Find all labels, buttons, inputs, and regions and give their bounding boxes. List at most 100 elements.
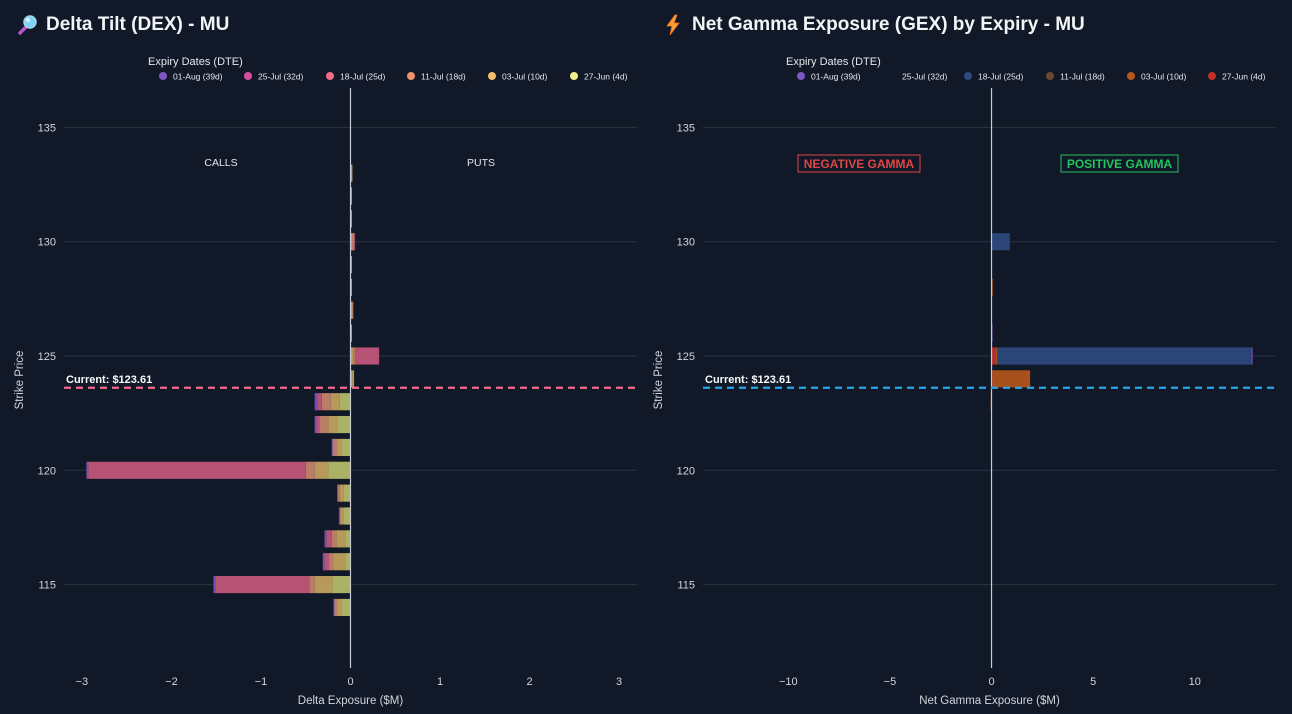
bar-segment — [316, 416, 320, 434]
y-tick-label: 120 — [677, 465, 695, 477]
gamma-exposure-panel: Net Gamma Exposure (GEX) by Expiry - MU … — [646, 0, 1292, 714]
y-tick-label: 120 — [38, 465, 56, 477]
legend-label: 18-Jul (25d) — [978, 72, 1024, 82]
legend-marker — [1046, 72, 1054, 80]
x-tick-label: −10 — [779, 676, 798, 688]
x-axis-label: Net Gamma Exposure ($M) — [919, 695, 1060, 707]
legend-marker — [488, 72, 496, 80]
y-tick-label: 115 — [677, 580, 695, 592]
legend-marker — [570, 72, 578, 80]
bar-segment — [350, 210, 352, 228]
bar-segment — [314, 393, 318, 411]
legend-label: 11-Jul (18d) — [421, 72, 466, 82]
legend-marker — [964, 72, 972, 80]
bar-segment — [343, 507, 351, 525]
bar-segment — [992, 370, 1031, 388]
bar-segment — [324, 553, 330, 571]
x-tick-label: 5 — [1090, 676, 1096, 688]
bar-segment — [86, 461, 89, 479]
bar-segment — [314, 461, 329, 479]
bar-segment — [351, 301, 353, 319]
x-tick-label: 0 — [988, 676, 994, 688]
bar-segment — [351, 164, 353, 182]
x-tick-label: 3 — [616, 676, 622, 688]
x-tick-label: 0 — [347, 676, 353, 688]
legend-marker — [407, 72, 415, 80]
bar-segment — [213, 576, 216, 594]
bar-segment — [350, 370, 353, 388]
calls-annotation: CALLS — [204, 157, 237, 169]
current-price-label: Current: $123.61 — [66, 374, 152, 386]
bar-segment — [88, 461, 306, 479]
bar-segment — [352, 370, 355, 388]
bar-segment — [337, 598, 342, 616]
legend-label: 03-Jul (10d) — [1141, 72, 1187, 82]
bar-segment — [345, 530, 351, 548]
x-tick-label: 2 — [527, 676, 533, 688]
y-axis-label: Strike Price — [653, 351, 665, 410]
bar-segment — [341, 438, 351, 456]
y-tick-label: 125 — [38, 351, 56, 363]
bar-segment — [337, 438, 342, 456]
bar-segment — [328, 461, 351, 479]
bar-segment — [340, 507, 344, 525]
x-axis-label: Delta Exposure ($M) — [298, 695, 404, 707]
legend-label: 03-Jul (10d) — [502, 72, 548, 82]
legend-label: 25-Jul (32d) — [902, 72, 948, 82]
gamma-chart-title-text: Net Gamma Exposure (GEX) by Expiry - MU — [692, 14, 1085, 35]
puts-annotation: PUTS — [467, 157, 495, 169]
legend-label: 25-Jul (32d) — [258, 72, 304, 82]
bar-segment — [321, 393, 331, 411]
gamma-chart-title: Net Gamma Exposure (GEX) by Expiry - MU — [662, 14, 1085, 36]
bar-segment — [350, 324, 352, 342]
bar-segment — [319, 416, 329, 434]
bar-segment — [331, 530, 337, 548]
bar-segment — [354, 347, 380, 365]
x-tick-label: 10 — [1189, 676, 1201, 688]
bar-segment — [331, 438, 333, 456]
bar-segment — [215, 576, 310, 594]
bar-segment — [351, 233, 353, 251]
bar-segment — [329, 553, 334, 571]
bar-segment — [324, 530, 327, 548]
bar-segment — [330, 393, 340, 411]
bar-segment — [341, 598, 351, 616]
bar-segment — [332, 576, 351, 594]
legend-marker — [326, 72, 334, 80]
bar-segment — [350, 278, 352, 296]
x-tick-label: −2 — [165, 676, 178, 688]
bar-segment — [314, 416, 317, 434]
negative-gamma-label: NEGATIVE GAMMA — [804, 157, 915, 171]
current-price-label: Current: $123.61 — [705, 374, 791, 386]
bar-segment — [333, 553, 347, 571]
bar-segment — [338, 507, 340, 525]
bar-segment — [314, 576, 333, 594]
legend-label: 27-Jun (4d) — [1222, 72, 1266, 82]
bar-segment — [326, 530, 332, 548]
y-tick-label: 130 — [677, 237, 695, 249]
bar-segment — [352, 301, 354, 319]
bar-segment — [339, 507, 341, 525]
bar-segment — [991, 233, 1010, 251]
y-tick-label: 125 — [677, 351, 695, 363]
negative-gamma-box — [797, 154, 921, 173]
legend-label: 01-Aug (39d) — [173, 72, 223, 82]
bar-segment — [354, 233, 356, 251]
bar-segment — [332, 438, 338, 456]
legend-label: 01-Aug (39d) — [811, 72, 861, 82]
x-tick-label: −3 — [76, 676, 89, 688]
magnifier-icon — [18, 15, 37, 35]
delta-tilt-chart: Expiry Dates (DTE) 01-Aug (39d) 25-Jul (32… — [14, 56, 637, 707]
bar-segment — [991, 278, 993, 296]
x-tick-label: −5 — [884, 676, 897, 688]
legend-label: 11-Jul (18d) — [1060, 72, 1105, 82]
bar-segment — [995, 347, 998, 365]
bar-segment — [351, 347, 354, 365]
x-tick-label: −1 — [255, 676, 268, 688]
bar-segment — [328, 416, 338, 434]
legend-marker — [797, 72, 805, 80]
delta-tilt-panel: Delta Tilt (DEX) - MU Expiry Dates (DTE)… — [14, 14, 637, 707]
bar-segment — [350, 256, 352, 274]
legend-marker — [1208, 72, 1216, 80]
bar-segment — [997, 347, 1252, 365]
